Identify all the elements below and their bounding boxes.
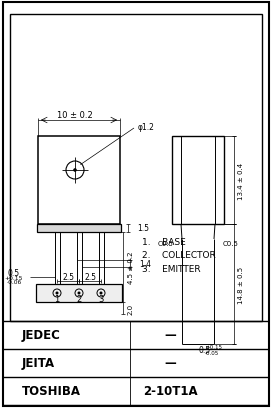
Text: 2.    COLLECTOR: 2. COLLECTOR — [142, 251, 216, 260]
Text: -0.06: -0.06 — [6, 280, 22, 285]
Bar — [36, 284, 122, 302]
Text: 13.4 ± 0.4: 13.4 ± 0.4 — [238, 162, 244, 199]
Text: 0.5: 0.5 — [8, 268, 20, 277]
Text: 1: 1 — [54, 295, 60, 304]
Text: 2: 2 — [76, 295, 82, 304]
Bar — [172, 137, 224, 225]
Text: -0.05: -0.05 — [205, 351, 219, 356]
Text: φ1.2: φ1.2 — [138, 122, 155, 131]
Text: 14.8 ± 0.5: 14.8 ± 0.5 — [238, 266, 244, 303]
Text: 2-10T1A: 2-10T1A — [143, 384, 197, 398]
Text: 2.0: 2.0 — [128, 303, 134, 314]
Text: 4.5 ± 0.2: 4.5 ± 0.2 — [128, 251, 134, 283]
Text: —: — — [164, 329, 176, 342]
Text: 1.4: 1.4 — [139, 259, 151, 268]
Text: +0.15: +0.15 — [205, 345, 222, 350]
Text: 3: 3 — [98, 295, 104, 304]
Text: 2.5: 2.5 — [62, 273, 74, 282]
Text: TOSHIBA: TOSHIBA — [22, 384, 81, 398]
Bar — [37, 225, 121, 232]
Text: +0.15: +0.15 — [5, 275, 23, 280]
Circle shape — [55, 292, 58, 295]
Bar — [54, 232, 60, 294]
Text: 2.5: 2.5 — [84, 273, 96, 282]
Text: JEDEC: JEDEC — [22, 329, 61, 342]
Text: 1.    BASE: 1. BASE — [142, 238, 186, 247]
Circle shape — [78, 292, 81, 295]
Bar — [98, 232, 104, 294]
Bar — [76, 232, 82, 294]
Text: C0.5: C0.5 — [223, 241, 239, 247]
Text: C0.5: C0.5 — [157, 241, 173, 247]
Text: 3.    EMITTER: 3. EMITTER — [142, 264, 201, 273]
Text: —: — — [164, 357, 176, 370]
Text: 0.5: 0.5 — [198, 346, 210, 355]
Text: 10 ± 0.2: 10 ± 0.2 — [57, 110, 93, 119]
Circle shape — [73, 169, 77, 172]
Text: 1.5: 1.5 — [137, 224, 149, 233]
Text: JEITA: JEITA — [22, 357, 55, 370]
Bar — [38, 137, 120, 225]
Bar — [10, 15, 262, 321]
Circle shape — [100, 292, 103, 295]
